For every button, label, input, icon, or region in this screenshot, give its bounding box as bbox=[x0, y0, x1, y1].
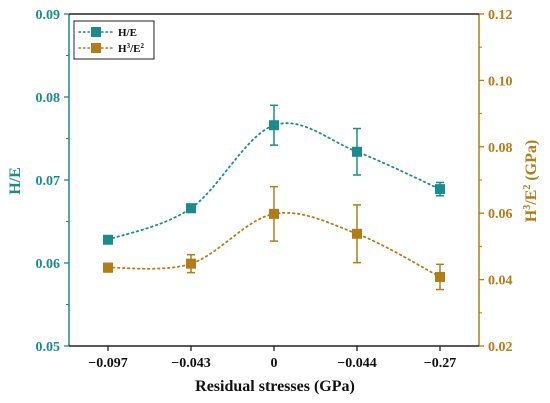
legend-box bbox=[73, 20, 155, 60]
data-point-h-e bbox=[103, 234, 113, 245]
right-tick-label: 0.04 bbox=[488, 274, 513, 289]
right-tick-label: 0.08 bbox=[488, 141, 513, 156]
data-point-h-e bbox=[352, 146, 362, 157]
legend: H/E H3/E2 bbox=[73, 20, 155, 60]
x-tick-label: 0 bbox=[271, 356, 278, 371]
legend-label-h-e: H/E bbox=[118, 27, 137, 39]
data-point-h-e bbox=[269, 120, 279, 131]
x-tick-label: −0.043 bbox=[171, 356, 210, 371]
data-point-h3-e2 bbox=[435, 271, 445, 282]
left-axis-title: H/E bbox=[7, 167, 24, 195]
left-tick-label: 0.09 bbox=[36, 8, 61, 23]
legend-marker-h-e bbox=[91, 27, 101, 37]
legend-label-h3-e2: H3/E2 bbox=[118, 42, 144, 55]
x-tick-label: −0.27 bbox=[424, 356, 456, 371]
right-axis-title: H3/E2 (GPa) bbox=[522, 140, 540, 222]
data-point-h3-e2 bbox=[186, 258, 196, 269]
data-point-h-e bbox=[435, 184, 445, 195]
x-axis-title: Residual stresses (GPa) bbox=[195, 378, 355, 395]
right-tick-label: 0.10 bbox=[488, 74, 513, 89]
data-point-h3-e2 bbox=[352, 228, 362, 239]
left-tick-label: 0.07 bbox=[36, 174, 61, 189]
data-point-h3-e2 bbox=[103, 262, 113, 273]
x-tick-label: −0.097 bbox=[88, 356, 127, 371]
data-point-h3-e2 bbox=[269, 208, 279, 219]
left-tick-label: 0.06 bbox=[36, 257, 61, 272]
right-tick-label: 0.06 bbox=[488, 207, 513, 222]
left-tick-label: 0.05 bbox=[36, 340, 61, 355]
right-tick-label: 0.12 bbox=[488, 8, 513, 23]
data-point-h-e bbox=[186, 203, 196, 214]
right-tick-label: 0.02 bbox=[488, 340, 513, 355]
left-tick-label: 0.08 bbox=[36, 91, 61, 106]
x-tick-label: −0.044 bbox=[337, 356, 376, 371]
legend-marker-h3-e2 bbox=[91, 43, 101, 53]
